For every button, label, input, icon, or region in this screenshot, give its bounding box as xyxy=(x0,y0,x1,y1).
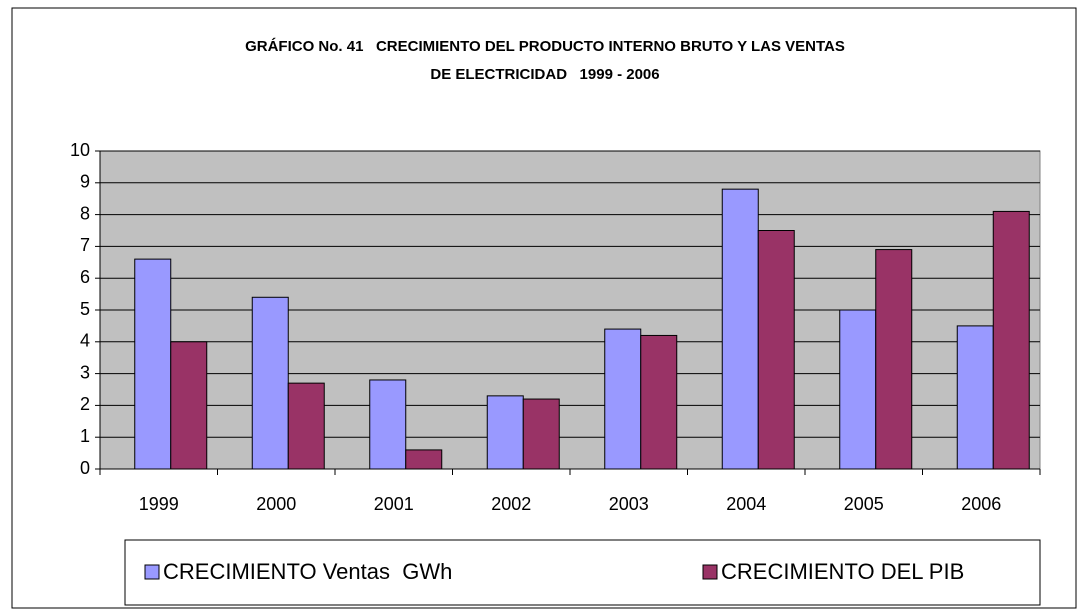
bar xyxy=(956,325,994,470)
bar xyxy=(721,188,759,470)
bar xyxy=(251,296,289,470)
bar xyxy=(170,341,208,470)
legend-label: CRECIMIENTO DEL PIB xyxy=(721,559,964,584)
bar xyxy=(522,398,560,470)
bar xyxy=(134,258,172,470)
legend xyxy=(124,539,1041,606)
y-tick-label: 0 xyxy=(80,458,90,478)
x-tick-label: 2003 xyxy=(609,494,649,514)
chart-title: GRÁFICO No. 41 CRECIMIENTO DEL PRODUCTO … xyxy=(245,38,845,55)
y-tick-label: 4 xyxy=(80,331,90,351)
x-tick-label: 1999 xyxy=(139,494,179,514)
y-tick-label: 1 xyxy=(80,426,90,446)
x-tick-label: 2001 xyxy=(374,494,414,514)
bar xyxy=(757,230,795,470)
x-tick-label: 2000 xyxy=(256,494,296,514)
y-tick-label: 6 xyxy=(80,267,90,287)
bar xyxy=(369,379,407,470)
x-tick-label: 2005 xyxy=(844,494,884,514)
bar xyxy=(992,210,1030,470)
y-tick-label: 7 xyxy=(80,235,90,255)
bar xyxy=(604,328,642,470)
chart-title: DE ELECTRICIDAD 1999 - 2006 xyxy=(430,66,659,83)
y-tick-label: 9 xyxy=(80,172,90,192)
bar xyxy=(875,249,913,470)
y-tick-label: 10 xyxy=(70,140,90,160)
bar xyxy=(839,309,877,470)
y-tick-label: 8 xyxy=(80,203,90,223)
y-tick-label: 2 xyxy=(80,394,90,414)
y-tick-label: 5 xyxy=(80,299,90,319)
x-tick-label: 2006 xyxy=(961,494,1001,514)
x-tick-label: 2004 xyxy=(726,494,766,514)
bar xyxy=(287,382,325,470)
bar xyxy=(405,449,443,470)
bar xyxy=(486,395,524,470)
legend-swatch xyxy=(702,564,718,580)
legend-swatch xyxy=(144,564,160,580)
y-tick-label: 3 xyxy=(80,362,90,382)
bar xyxy=(640,334,678,470)
x-tick-label: 2002 xyxy=(491,494,531,514)
legend-label: CRECIMIENTO Ventas GWh xyxy=(163,559,452,584)
